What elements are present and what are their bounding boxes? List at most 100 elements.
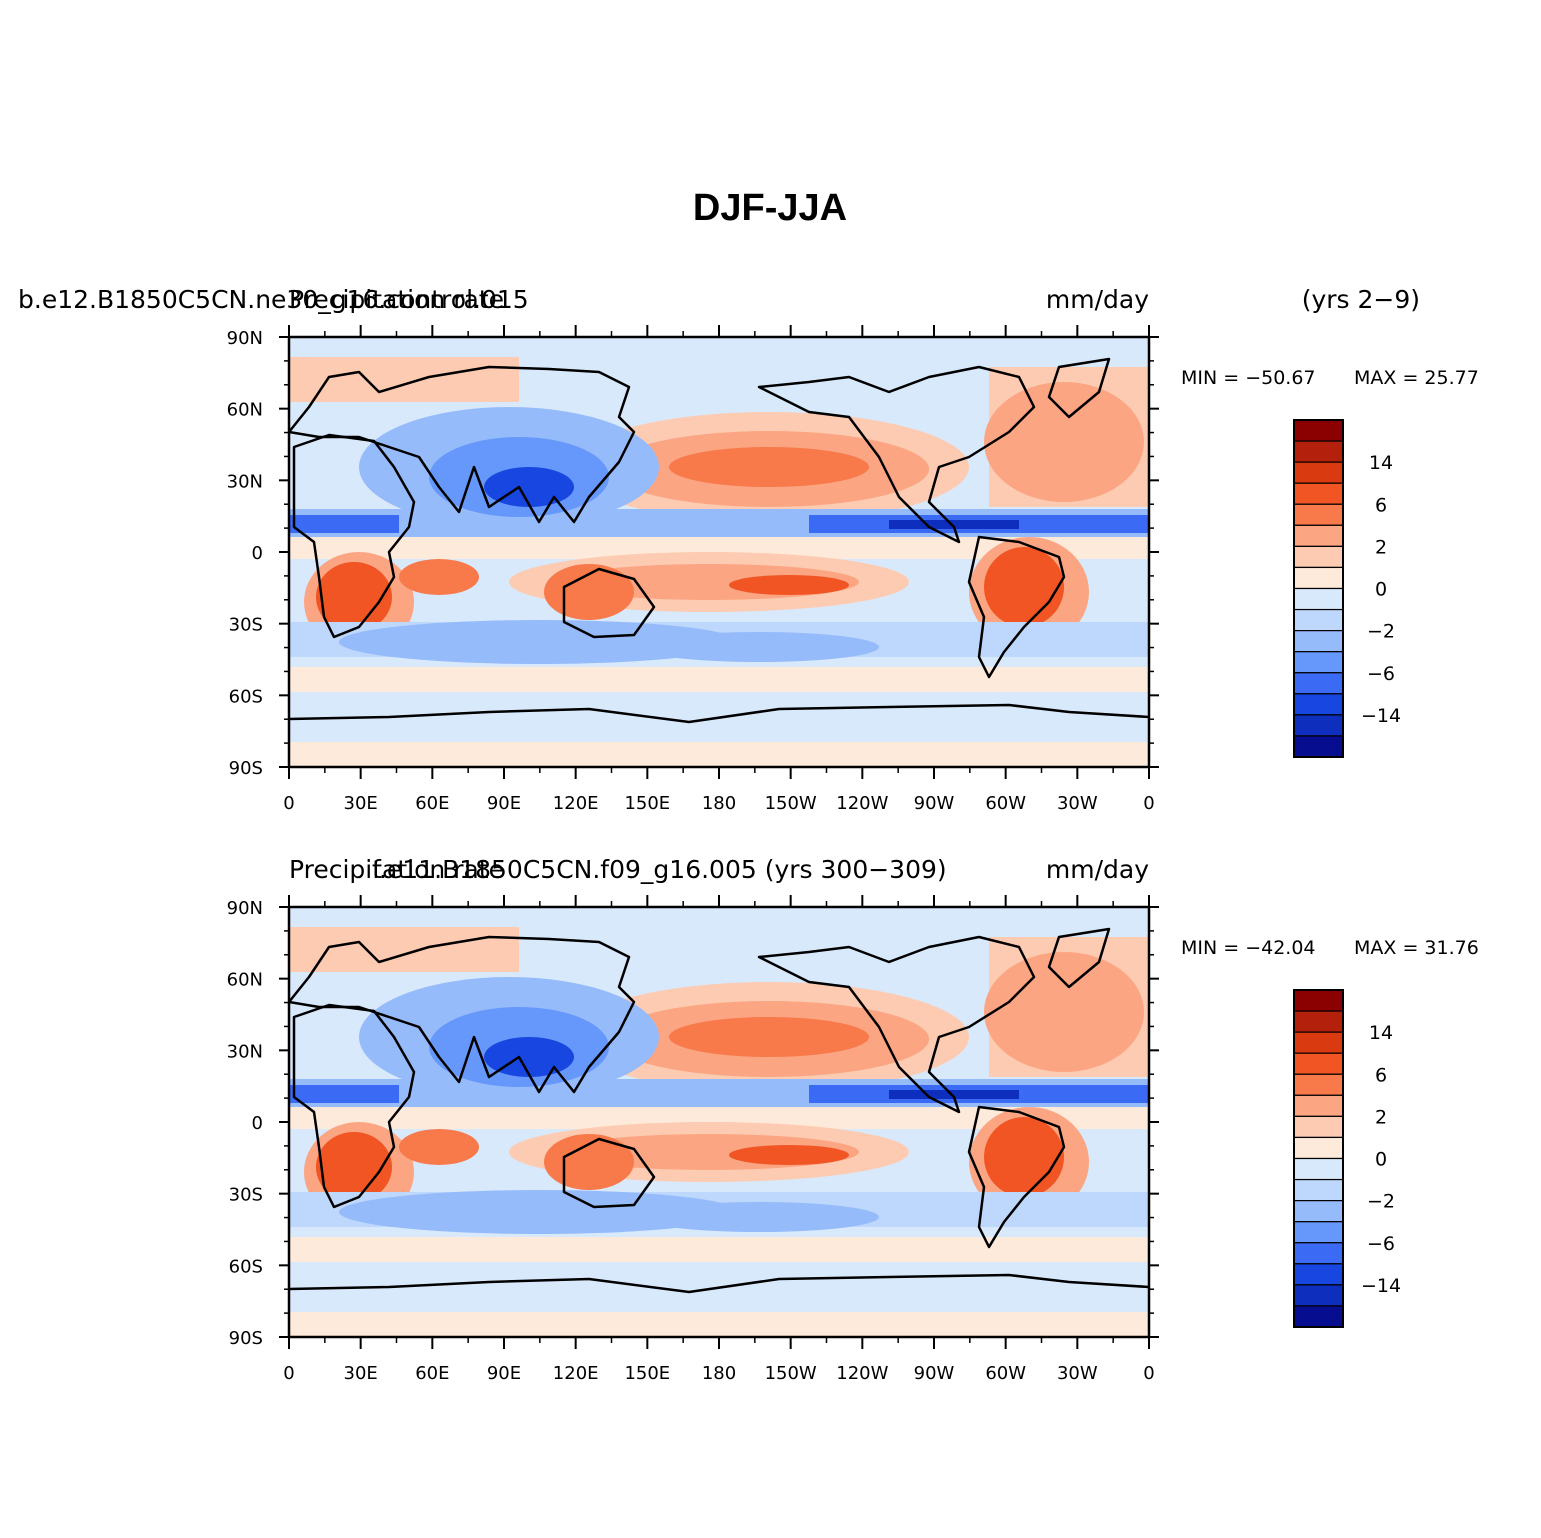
colorbar-frame: [1293, 989, 1344, 1328]
lat-tick-label: 0: [252, 1113, 263, 1134]
colorbar-swatch: [1293, 1242, 1344, 1265]
colorbar-swatch: [1293, 1305, 1344, 1328]
lat-tick-label: 60N: [227, 400, 263, 421]
lon-tick-label: 150W: [765, 793, 817, 814]
lon-tick-label: 90W: [914, 1363, 955, 1384]
colorbar-swatch: [1293, 1115, 1344, 1139]
panel-2-units-label: mm/day: [1046, 855, 1149, 884]
panel-1-map: [289, 337, 1149, 767]
colorbar-swatch: [1293, 608, 1344, 632]
colorbar-label: 14: [1369, 1022, 1393, 1044]
lon-tick-label: 90W: [914, 793, 955, 814]
colorbar-swatch: [1293, 1263, 1344, 1286]
colorbar-label: −14: [1361, 1275, 1401, 1297]
panel-1-min-stat: MIN = −50.67: [1181, 367, 1316, 389]
lat-tick-label: 90N: [227, 898, 263, 919]
lat-tick-label: 60N: [227, 970, 263, 991]
panel-1-colorbar: 14 6 2 0 −2 −6 −14: [1293, 419, 1401, 758]
panel-1-max-stat: MAX = 25.77: [1354, 367, 1479, 389]
lon-tick-label: 30W: [1057, 1363, 1098, 1384]
lon-tick-label: 0: [283, 1363, 294, 1384]
lon-tick-label: 30E: [344, 793, 378, 814]
lon-tick-label: 120W: [836, 1363, 888, 1384]
lat-tick-label: 60S: [229, 1256, 263, 1277]
colorbar-swatch: [1293, 672, 1344, 695]
colorbar-swatch: [1293, 1052, 1344, 1075]
colorbar-label: −2: [1367, 621, 1395, 643]
lon-tick-label: 0: [1143, 1363, 1154, 1384]
lon-tick-label: 60E: [415, 793, 449, 814]
lon-tick-label: 60E: [415, 1363, 449, 1384]
lat-tick-label: 30S: [229, 1185, 263, 1206]
colorbar-label: 6: [1375, 1064, 1387, 1086]
colorbar-swatch: [1293, 503, 1344, 526]
colorbar-swatch: [1293, 1200, 1344, 1223]
colorbar-swatch: [1293, 1178, 1344, 1202]
panel-1-years-label: (yrs 2−9): [1302, 285, 1420, 314]
colorbar-swatch: [1293, 735, 1344, 758]
figure-title: DJF-JJA: [693, 187, 847, 229]
colorbar-label: −6: [1367, 1233, 1395, 1255]
colorbar-swatch: [1293, 1010, 1344, 1033]
colorbar-swatch: [1293, 587, 1344, 611]
lat-tick-label: 0: [252, 543, 263, 564]
lon-tick-label: 150E: [624, 793, 670, 814]
lat-tick-label: 60S: [229, 686, 263, 707]
lon-tick-label: 180: [702, 793, 736, 814]
lon-tick-label: 180: [702, 1363, 736, 1384]
colorbar-swatch: [1293, 524, 1344, 547]
colorbar-label: 14: [1369, 452, 1393, 474]
panel-2: Precipitation rate f.e11.B1850C5CN.f09_g…: [227, 855, 1479, 1384]
colorbar-label: 6: [1375, 494, 1387, 516]
lon-tick-label: 150E: [624, 1363, 670, 1384]
colorbar-swatch: [1293, 1031, 1344, 1054]
lon-tick-label: 60W: [985, 1363, 1026, 1384]
lon-tick-label: 120E: [553, 1363, 599, 1384]
panel-2-variable-label: Precipitation rate: [289, 855, 504, 884]
lon-tick-label: 0: [1143, 793, 1154, 814]
colorbar-swatch: [1293, 1094, 1344, 1117]
panel-1-variable-label: Precipitation rate: [289, 285, 504, 314]
lon-tick-label: 30E: [344, 1363, 378, 1384]
colorbar-swatch: [1293, 545, 1344, 569]
lon-tick-label: 30W: [1057, 793, 1098, 814]
colorbar-swatch: [1293, 1136, 1344, 1160]
lat-tick-label: 30N: [227, 1041, 263, 1062]
panel-2-min-stat: MIN = −42.04: [1181, 937, 1316, 959]
panel-2-colorbar: 14 6 2 0 −2 −6 −14: [1293, 989, 1401, 1328]
lat-tick-label: 30N: [227, 471, 263, 492]
colorbar-swatch: [1293, 419, 1344, 442]
colorbar-label: 2: [1375, 536, 1387, 558]
colorbar-label: 2: [1375, 1106, 1387, 1128]
colorbar-swatch: [1293, 440, 1344, 463]
lon-tick-label: 90E: [487, 1363, 521, 1384]
colorbar-swatch: [1293, 989, 1344, 1012]
lon-tick-label: 120W: [836, 793, 888, 814]
colorbar-label: −6: [1367, 663, 1395, 685]
lat-tick-label: 90S: [229, 1328, 263, 1349]
colorbar-swatch: [1293, 461, 1344, 484]
colorbar-swatch: [1293, 1157, 1344, 1181]
lon-tick-label: 120E: [553, 793, 599, 814]
colorbar-swatch: [1293, 1284, 1344, 1307]
lat-tick-label: 90S: [229, 758, 263, 779]
colorbar-swatch: [1293, 482, 1344, 505]
panel-2-max-stat: MAX = 31.76: [1354, 937, 1479, 959]
panel-1-units-label: mm/day: [1046, 285, 1149, 314]
colorbar-frame: [1293, 419, 1344, 758]
lon-tick-label: 90E: [487, 793, 521, 814]
panel-1-axes: 90N 60N 30N 0 30S 60S 90S 0 30E 60E 90E 120E 150E 180…: [227, 325, 1159, 814]
colorbar-label: 0: [1375, 579, 1387, 601]
lon-tick-label: 60W: [985, 793, 1026, 814]
colorbar-swatch: [1293, 630, 1344, 653]
panel-2-axes: 90N 60N 30N 0 30S 60S 90S 0 30E 60E 90E 120E 150E 180…: [227, 895, 1159, 1384]
colorbar-swatch: [1293, 714, 1344, 737]
colorbar-label: −2: [1367, 1191, 1395, 1213]
colorbar-swatch: [1293, 1221, 1344, 1244]
lat-tick-label: 30S: [229, 615, 263, 636]
colorbar-swatch: [1293, 566, 1344, 590]
colorbar-label: 0: [1375, 1149, 1387, 1171]
panel-2-map: [289, 907, 1149, 1337]
colorbar-swatch: [1293, 651, 1344, 674]
